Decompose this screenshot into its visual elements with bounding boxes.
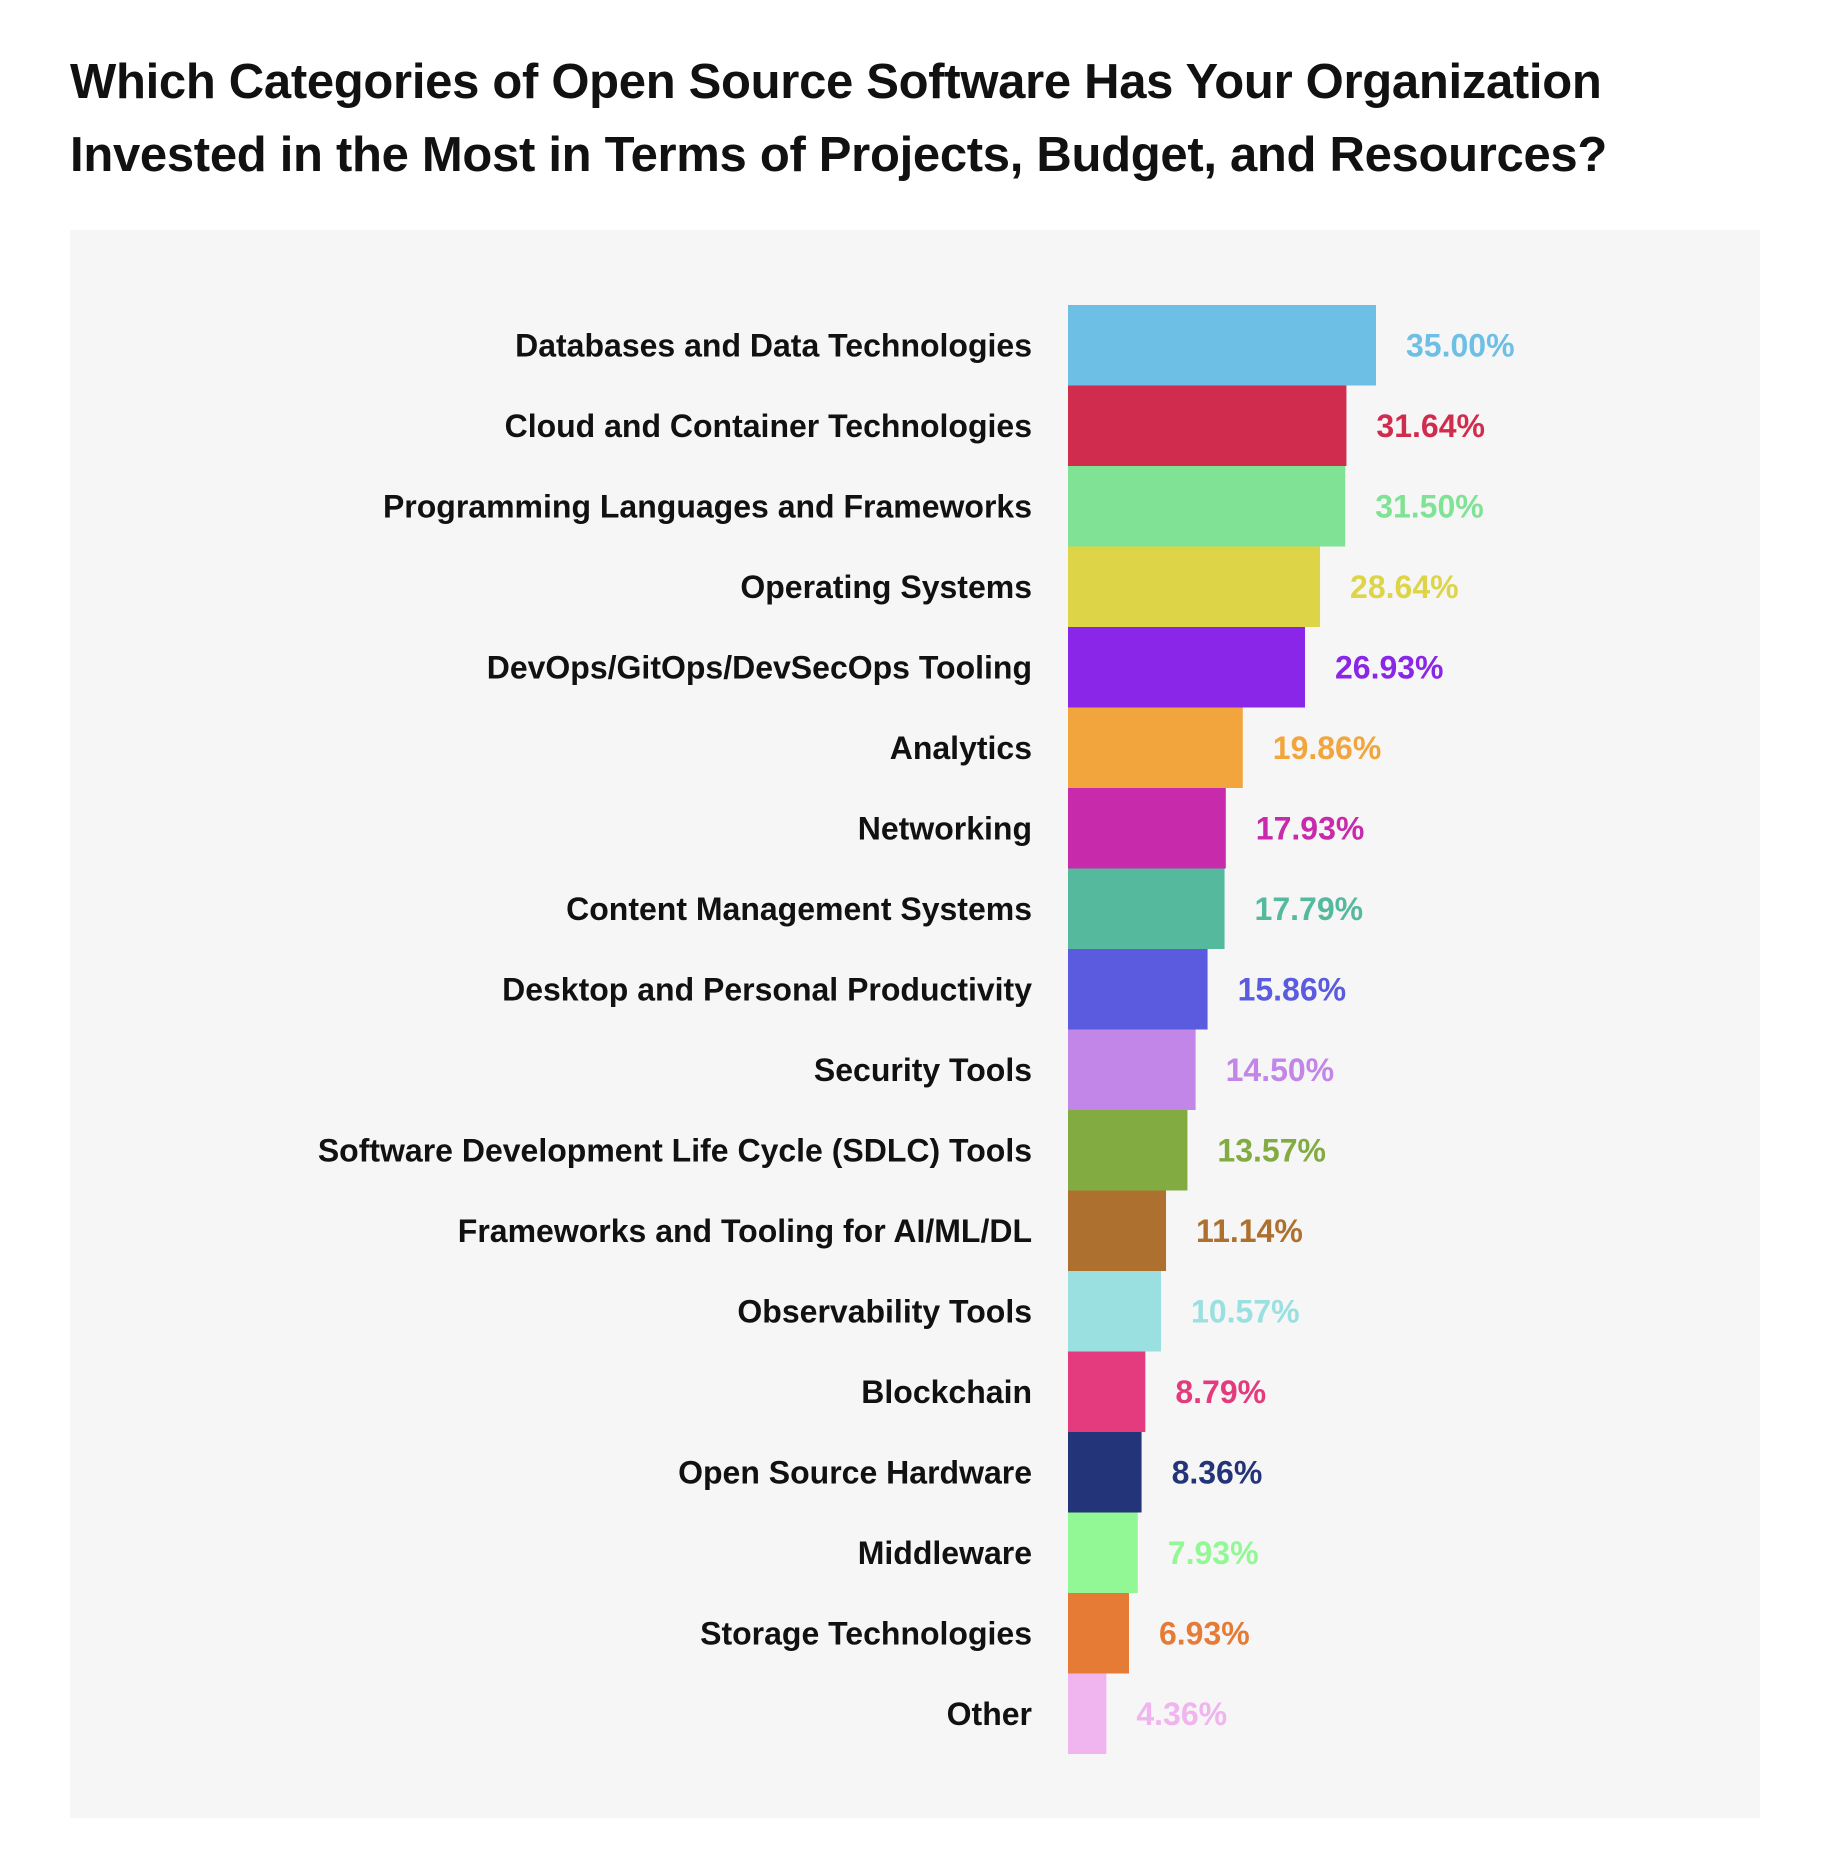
category-label-other: Other <box>947 1696 1032 1732</box>
bar-programming-languages-and-frameworks <box>1068 466 1346 547</box>
value-label-frameworks-and-tooling-for-ai-ml-dl: 11.14% <box>1196 1213 1303 1249</box>
bar-blockchain <box>1068 1351 1146 1432</box>
value-label-content-management-systems: 17.79% <box>1255 891 1364 927</box>
value-label-other: 4.36% <box>1136 1696 1227 1732</box>
bar-middleware <box>1068 1512 1138 1593</box>
value-label-open-source-hardware: 8.36% <box>1172 1454 1263 1490</box>
value-label-cloud-and-container-technologies: 31.64% <box>1376 408 1485 444</box>
value-label-networking: 17.93% <box>1256 810 1365 846</box>
category-label-frameworks-and-tooling-for-ai-ml-dl: Frameworks and Tooling for AI/ML/DL <box>458 1213 1032 1249</box>
category-label-software-development-life-cycle-sdlc-tools: Software Development Life Cycle (SDLC) T… <box>318 1132 1032 1168</box>
category-label-networking: Networking <box>858 810 1032 846</box>
value-label-storage-technologies: 6.93% <box>1159 1615 1250 1651</box>
category-label-security-tools: Security Tools <box>814 1052 1032 1088</box>
value-label-databases-and-data-technologies: 35.00% <box>1406 327 1515 363</box>
bar-desktop-and-personal-productivity <box>1068 949 1208 1030</box>
category-label-middleware: Middleware <box>858 1535 1032 1571</box>
category-label-open-source-hardware: Open Source Hardware <box>678 1454 1032 1490</box>
bar-storage-technologies <box>1068 1593 1129 1674</box>
category-label-desktop-and-personal-productivity: Desktop and Personal Productivity <box>502 971 1032 1007</box>
bar-observability-tools <box>1068 1271 1162 1352</box>
bar-cloud-and-container-technologies <box>1068 385 1347 466</box>
bar-other <box>1068 1673 1107 1754</box>
category-label-storage-technologies: Storage Technologies <box>700 1615 1032 1651</box>
value-label-devops-gitops-devsecops-tooling: 26.93% <box>1335 649 1444 685</box>
category-label-cloud-and-container-technologies: Cloud and Container Technologies <box>505 408 1032 444</box>
bar-networking <box>1068 788 1226 869</box>
bar-frameworks-and-tooling-for-ai-ml-dl <box>1068 1190 1167 1271</box>
value-label-desktop-and-personal-productivity: 15.86% <box>1238 971 1347 1007</box>
value-label-middleware: 7.93% <box>1168 1535 1259 1571</box>
bar-databases-and-data-technologies <box>1068 305 1376 386</box>
bar-software-development-life-cycle-sdlc-tools <box>1068 1110 1188 1191</box>
bar-analytics <box>1068 707 1243 788</box>
bar-operating-systems <box>1068 546 1321 627</box>
category-label-programming-languages-and-frameworks: Programming Languages and Frameworks <box>383 488 1032 524</box>
chart-panel: Databases and Data Technologies 35.00% Clo… <box>70 230 1760 1818</box>
bar-security-tools <box>1068 1029 1196 1110</box>
category-label-devops-gitops-devsecops-tooling: DevOps/GitOps/DevSecOps Tooling <box>487 649 1032 685</box>
value-label-programming-languages-and-frameworks: 31.50% <box>1375 488 1484 524</box>
bar-devops-gitops-devsecops-tooling <box>1068 627 1305 708</box>
bar-content-management-systems <box>1068 868 1225 949</box>
category-label-analytics: Analytics <box>890 730 1032 766</box>
bar-open-source-hardware <box>1068 1432 1142 1513</box>
category-label-operating-systems: Operating Systems <box>740 569 1032 605</box>
category-label-databases-and-data-technologies: Databases and Data Technologies <box>515 327 1032 363</box>
category-label-content-management-systems: Content Management Systems <box>566 891 1032 927</box>
value-label-operating-systems: 28.64% <box>1350 569 1459 605</box>
value-label-software-development-life-cycle-sdlc-tools: 13.57% <box>1217 1132 1326 1168</box>
value-label-observability-tools: 10.57% <box>1191 1293 1300 1329</box>
value-label-analytics: 19.86% <box>1273 730 1382 766</box>
category-label-observability-tools: Observability Tools <box>737 1293 1032 1329</box>
value-label-blockchain: 8.79% <box>1175 1374 1266 1410</box>
value-label-security-tools: 14.50% <box>1226 1052 1335 1088</box>
chart-title: Which Categories of Open Source Software… <box>70 55 1607 182</box>
category-label-blockchain: Blockchain <box>861 1374 1032 1410</box>
bar-chart: Databases and Data Technologies 35.00% Clo… <box>318 305 1515 1754</box>
